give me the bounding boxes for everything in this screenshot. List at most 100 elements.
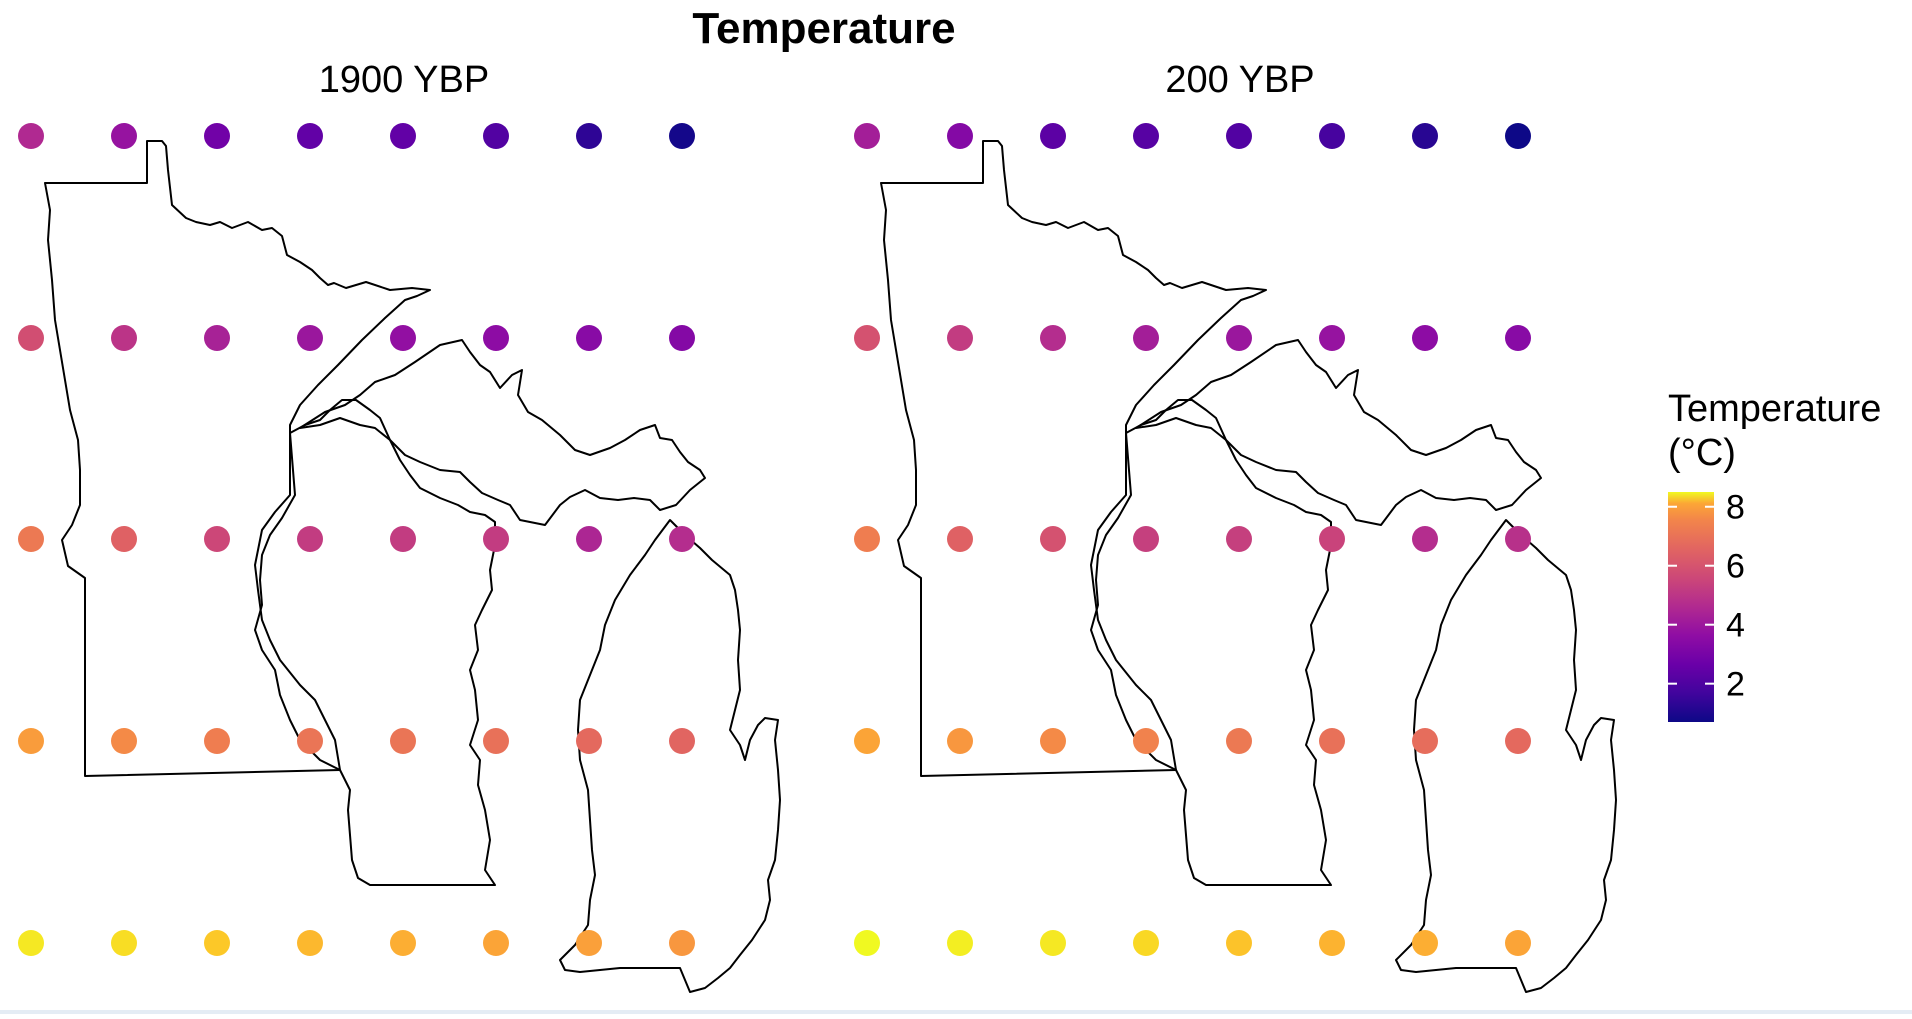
data-point bbox=[18, 325, 44, 351]
data-point bbox=[18, 123, 44, 149]
data-point bbox=[1226, 123, 1252, 149]
data-point bbox=[576, 123, 602, 149]
data-point bbox=[204, 123, 230, 149]
chart-title: Temperature bbox=[692, 4, 955, 53]
panel-200-ybp: 200 YBP bbox=[854, 59, 1617, 993]
data-point bbox=[1133, 930, 1159, 956]
data-point bbox=[483, 526, 509, 552]
data-point bbox=[576, 325, 602, 351]
legend-tick-label: 6 bbox=[1726, 548, 1745, 586]
legend-title-line2: (°C) bbox=[1668, 432, 1736, 474]
data-point bbox=[1040, 123, 1066, 149]
state-outline-map bbox=[880, 140, 1617, 993]
data-point bbox=[1505, 123, 1531, 149]
data-point bbox=[947, 930, 973, 956]
data-point bbox=[1040, 728, 1066, 754]
data-point bbox=[204, 728, 230, 754]
data-point bbox=[483, 728, 509, 754]
points-layer bbox=[854, 123, 1531, 956]
data-point bbox=[669, 526, 695, 552]
panel-1900-ybp: 1900 YBP bbox=[18, 59, 781, 993]
data-point bbox=[204, 930, 230, 956]
data-point bbox=[111, 526, 137, 552]
data-point bbox=[297, 123, 323, 149]
data-point bbox=[576, 728, 602, 754]
legend-tick-label: 2 bbox=[1726, 666, 1745, 704]
bottom-strip bbox=[0, 1010, 1912, 1014]
data-point bbox=[1319, 526, 1345, 552]
legend-colorbar bbox=[1668, 492, 1714, 722]
data-point bbox=[390, 526, 416, 552]
data-point bbox=[669, 930, 695, 956]
panel-label: 1900 YBP bbox=[319, 59, 489, 101]
data-point bbox=[1040, 930, 1066, 956]
data-point bbox=[1412, 325, 1438, 351]
data-point bbox=[483, 325, 509, 351]
data-point bbox=[1319, 930, 1345, 956]
state-outline-map bbox=[44, 140, 781, 993]
data-point bbox=[1505, 930, 1531, 956]
legend-title-line1: Temperature bbox=[1668, 388, 1881, 430]
data-point bbox=[297, 930, 323, 956]
data-point bbox=[390, 930, 416, 956]
legend-ticks: 2 4 6 8 bbox=[1668, 489, 1745, 704]
legend-tick-label: 4 bbox=[1726, 607, 1745, 645]
data-point bbox=[669, 325, 695, 351]
data-point bbox=[854, 728, 880, 754]
data-point bbox=[1226, 526, 1252, 552]
data-point bbox=[1412, 930, 1438, 956]
points-layer bbox=[18, 123, 695, 956]
data-point bbox=[1505, 526, 1531, 552]
data-point bbox=[854, 123, 880, 149]
data-point bbox=[1133, 526, 1159, 552]
data-point bbox=[947, 526, 973, 552]
data-point bbox=[390, 123, 416, 149]
data-point bbox=[1319, 123, 1345, 149]
data-point bbox=[111, 728, 137, 754]
data-point bbox=[854, 526, 880, 552]
data-point bbox=[18, 526, 44, 552]
data-point bbox=[1505, 325, 1531, 351]
data-point bbox=[111, 930, 137, 956]
data-point bbox=[1505, 728, 1531, 754]
data-point bbox=[576, 526, 602, 552]
data-point bbox=[1040, 526, 1066, 552]
data-point bbox=[18, 728, 44, 754]
data-point bbox=[854, 930, 880, 956]
data-point bbox=[204, 325, 230, 351]
data-point bbox=[669, 123, 695, 149]
data-point bbox=[669, 728, 695, 754]
data-point bbox=[1133, 325, 1159, 351]
data-point bbox=[1040, 325, 1066, 351]
data-point bbox=[390, 728, 416, 754]
data-point bbox=[1412, 123, 1438, 149]
data-point bbox=[18, 930, 44, 956]
data-point bbox=[947, 325, 973, 351]
data-point bbox=[204, 526, 230, 552]
data-point bbox=[1133, 728, 1159, 754]
data-point bbox=[483, 123, 509, 149]
data-point bbox=[1412, 526, 1438, 552]
data-point bbox=[390, 325, 416, 351]
data-point bbox=[1319, 728, 1345, 754]
data-point bbox=[297, 526, 323, 552]
legend-tick-label: 8 bbox=[1726, 489, 1745, 527]
data-point bbox=[111, 123, 137, 149]
panel-label: 200 YBP bbox=[1165, 59, 1314, 101]
data-point bbox=[1133, 123, 1159, 149]
data-point bbox=[1319, 325, 1345, 351]
data-point bbox=[1226, 325, 1252, 351]
data-point bbox=[576, 930, 602, 956]
data-point bbox=[1412, 728, 1438, 754]
data-point bbox=[854, 325, 880, 351]
data-point bbox=[483, 930, 509, 956]
data-point bbox=[1226, 728, 1252, 754]
data-point bbox=[947, 728, 973, 754]
data-point bbox=[297, 728, 323, 754]
color-legend: Temperature (°C) 2 4 6 8 bbox=[1668, 388, 1881, 722]
data-point bbox=[111, 325, 137, 351]
data-point bbox=[1226, 930, 1252, 956]
data-point bbox=[947, 123, 973, 149]
